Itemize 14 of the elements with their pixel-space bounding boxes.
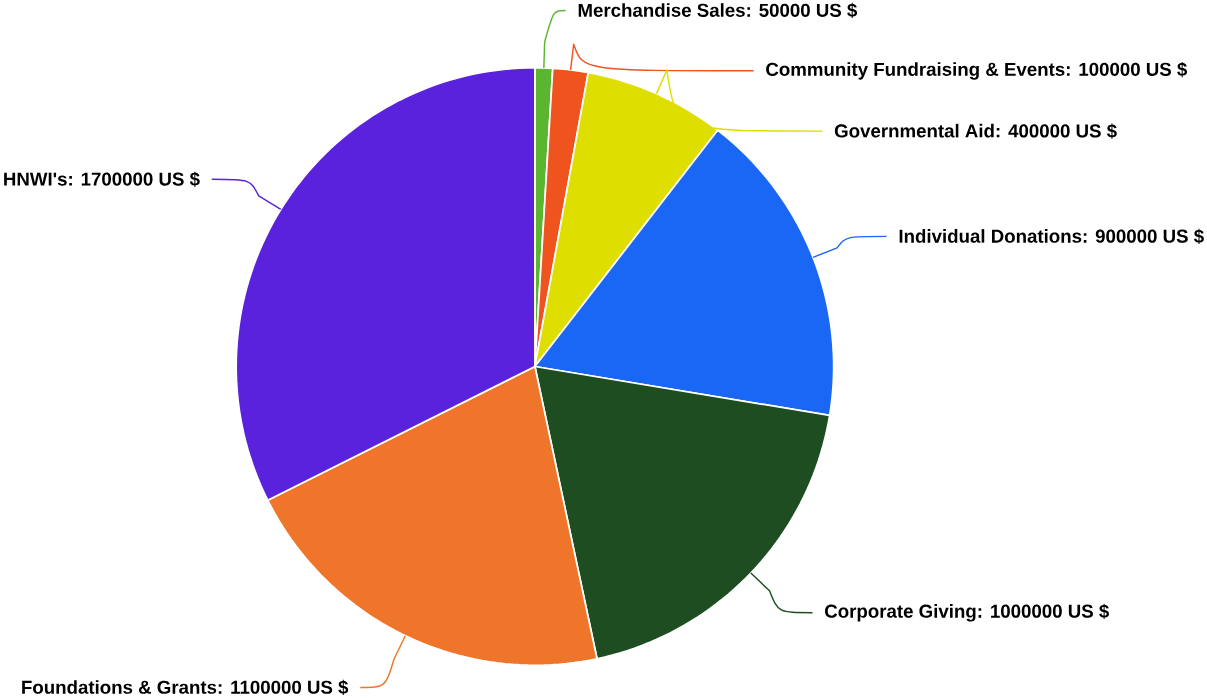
- data-label: : 1700000 US $: [69, 171, 200, 187]
- slice-label: Merchandise Sales: [578, 3, 745, 17]
- slice-label: Corporate Giving: [825, 604, 976, 622]
- data-label: : 900000 US $: [1083, 228, 1204, 245]
- data-label: : 1000000 US $: [978, 603, 1109, 620]
- slice-label: Individual Donations: [899, 229, 1082, 243]
- data-label: : 100000 US $: [1066, 61, 1188, 78]
- data-label: : 1100000 US $: [218, 679, 349, 696]
- slice-label: Community Fundraising & Events: [766, 62, 1065, 80]
- data-label: : 400000 US $: [996, 123, 1117, 139]
- slice-label: Foundations & Grants: [22, 680, 217, 694]
- data-label: : 50000 US $: [747, 2, 858, 19]
- slice-label: Governmental Aid: [834, 123, 994, 138]
- slice-label: HNWI's: [4, 172, 67, 186]
